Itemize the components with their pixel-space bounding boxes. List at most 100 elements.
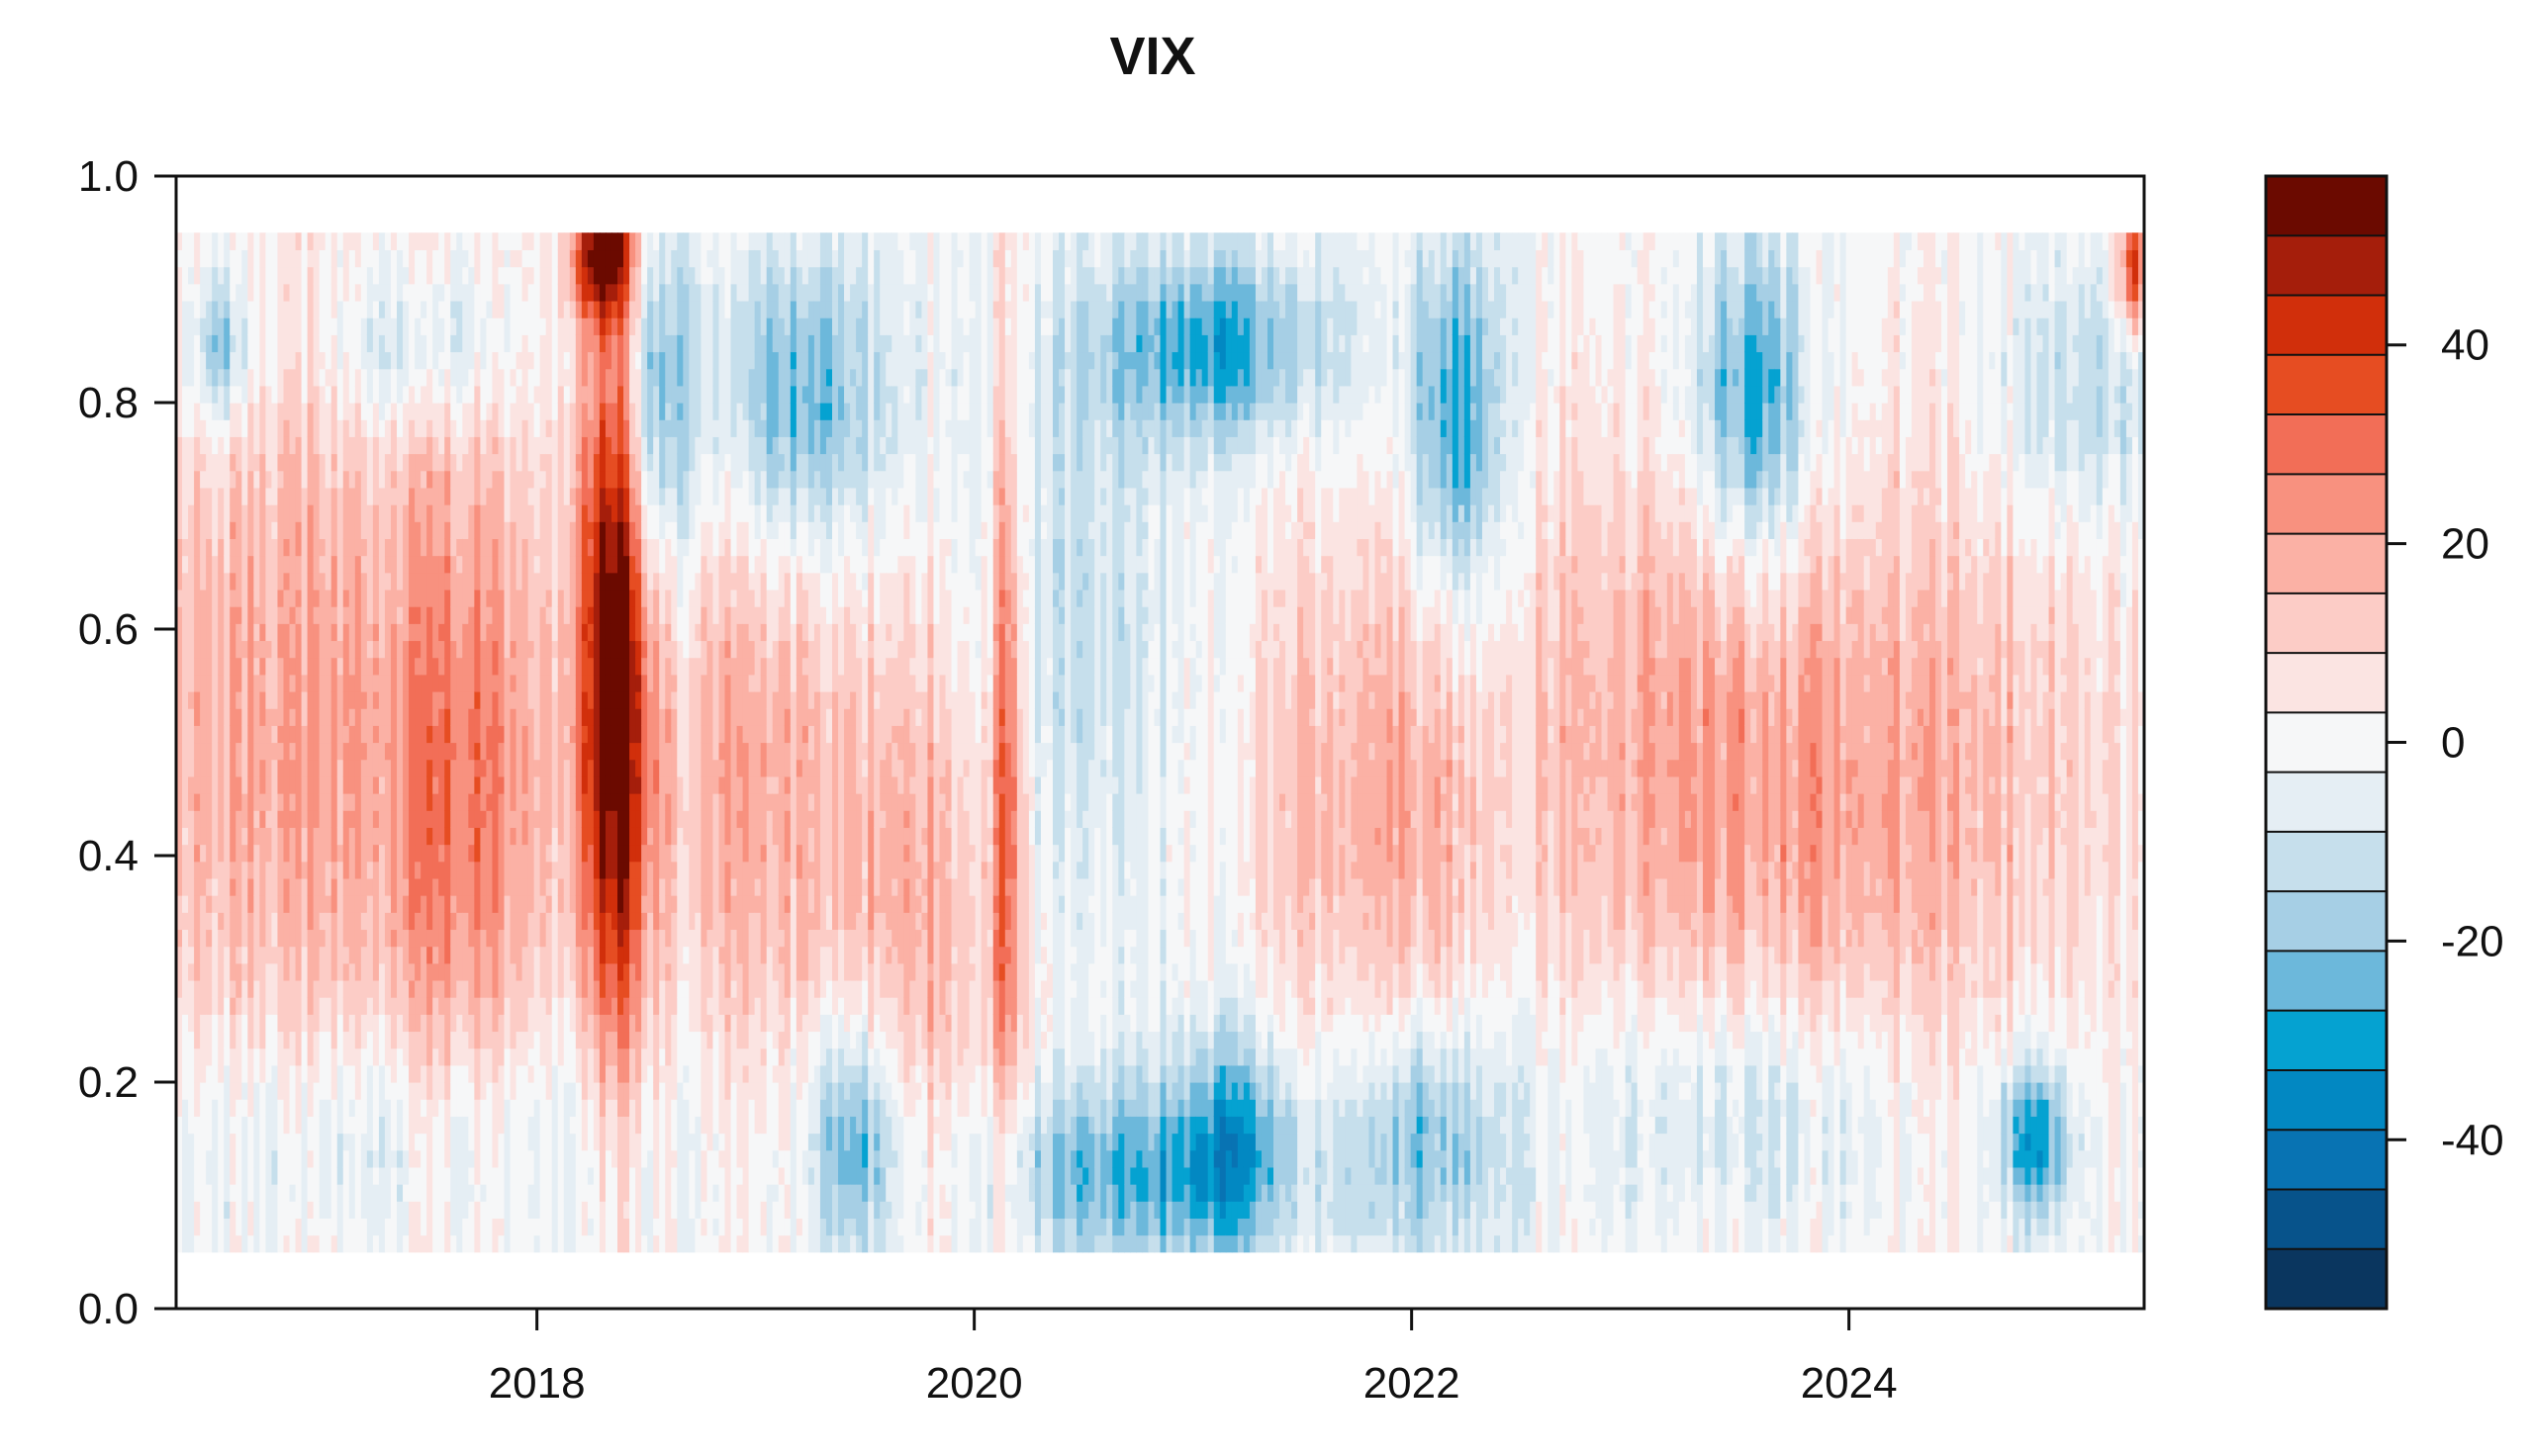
heatmap-cell — [176, 861, 183, 879]
heatmap-cell — [307, 368, 315, 387]
heatmap-cell — [397, 1014, 404, 1033]
heatmap-cell — [241, 487, 248, 505]
heatmap-cell — [510, 1031, 517, 1049]
heatmap-cell — [492, 1064, 500, 1083]
heatmap-cell — [610, 318, 618, 335]
heatmap-cell — [545, 1099, 553, 1117]
heatmap-cell — [599, 1047, 607, 1066]
heatmap-cell — [397, 589, 404, 607]
heatmap-cell — [230, 810, 236, 828]
heatmap-cell — [539, 827, 547, 846]
heatmap-cell — [671, 1184, 678, 1202]
heatmap-cell — [348, 453, 356, 472]
heatmap-cell — [403, 266, 410, 285]
heatmap-cell — [301, 877, 309, 896]
heatmap-cell — [599, 283, 607, 302]
heatmap-cell — [403, 300, 410, 318]
heatmap-cell — [653, 827, 660, 846]
heatmap-cell — [277, 283, 285, 302]
heatmap-cell — [342, 793, 350, 811]
heatmap-cell — [319, 962, 327, 981]
heatmap-cell — [224, 929, 231, 948]
heatmap-cell — [235, 742, 242, 761]
heatmap-cell — [319, 318, 327, 335]
heatmap-cell — [194, 674, 201, 692]
heatmap-cell — [283, 1116, 291, 1135]
heatmap-cell — [342, 725, 350, 744]
heatmap-cell — [307, 793, 315, 811]
heatmap-cell — [360, 555, 368, 574]
heatmap-cell — [182, 266, 189, 285]
heatmap-cell — [635, 827, 642, 846]
heatmap-cell — [360, 742, 368, 761]
heatmap-cell — [569, 674, 577, 692]
heatmap-cell — [605, 606, 612, 624]
heatmap-cell — [271, 623, 279, 642]
heatmap-cell — [194, 640, 201, 659]
heatmap-cell — [587, 708, 595, 726]
heatmap-cell — [516, 1031, 523, 1049]
heatmap-cell — [235, 589, 242, 607]
heatmap-cell — [289, 861, 297, 879]
heatmap-cell — [235, 1133, 242, 1151]
heatmap-cell — [635, 929, 642, 948]
heatmap-cell — [659, 318, 666, 335]
heatmap-cell — [569, 742, 577, 761]
heatmap-cell — [456, 232, 463, 251]
heatmap-cell — [421, 504, 427, 522]
heatmap-cell — [325, 1082, 332, 1100]
heatmap-cell — [307, 283, 315, 302]
heatmap-cell — [533, 453, 541, 472]
heatmap-cell — [610, 844, 618, 863]
heatmap-cell — [533, 606, 541, 624]
heatmap-cell — [289, 708, 297, 726]
heatmap-cell — [527, 844, 535, 863]
heatmap-cell — [301, 266, 309, 285]
heatmap-cell — [366, 1082, 374, 1100]
heatmap-cell — [533, 844, 541, 863]
heatmap-cell — [259, 232, 267, 251]
heatmap-cell — [504, 861, 512, 879]
heatmap-cell — [313, 521, 321, 540]
heatmap-cell — [486, 1047, 494, 1066]
heatmap-cell — [510, 1082, 517, 1100]
heatmap-cell — [426, 1201, 433, 1219]
heatmap-cell — [665, 861, 672, 879]
heatmap-cell — [450, 725, 457, 744]
heatmap-cell — [265, 623, 273, 642]
heatmap-cell — [599, 708, 607, 726]
heatmap-cell — [336, 1082, 344, 1100]
heatmap-cell — [498, 419, 506, 437]
heatmap-cell — [265, 895, 273, 913]
heatmap-cell — [342, 775, 350, 794]
heatmap-cell — [641, 810, 648, 828]
heatmap-cell — [283, 538, 291, 557]
heatmap-cell — [283, 895, 291, 913]
heatmap-cell — [665, 300, 672, 318]
heatmap-cell — [456, 759, 463, 777]
heatmap-cell — [265, 538, 273, 557]
heatmap-cell — [409, 403, 416, 420]
heatmap-cell — [617, 742, 624, 761]
heatmap-cell — [182, 1166, 189, 1185]
heatmap-cell — [462, 1149, 469, 1168]
heatmap-cell — [372, 640, 380, 659]
heatmap-cell — [557, 1014, 565, 1033]
heatmap-cell — [444, 775, 451, 794]
heatmap-cell — [230, 318, 236, 335]
heatmap-cell — [516, 334, 523, 353]
heatmap-cell — [575, 775, 583, 794]
heatmap-cell — [617, 997, 624, 1015]
heatmap-cell — [372, 470, 380, 489]
heatmap-cell — [348, 385, 356, 404]
heatmap-cell — [629, 623, 636, 642]
heatmap-cell — [641, 419, 648, 437]
heatmap-cell — [569, 810, 577, 828]
heatmap-cell — [521, 793, 529, 811]
heatmap-cell — [390, 470, 398, 489]
heatmap-cell — [253, 334, 260, 353]
heatmap-cell — [426, 1064, 433, 1083]
heatmap-cell — [480, 861, 488, 879]
heatmap-cell — [623, 1047, 630, 1066]
heatmap-cell — [659, 521, 666, 540]
